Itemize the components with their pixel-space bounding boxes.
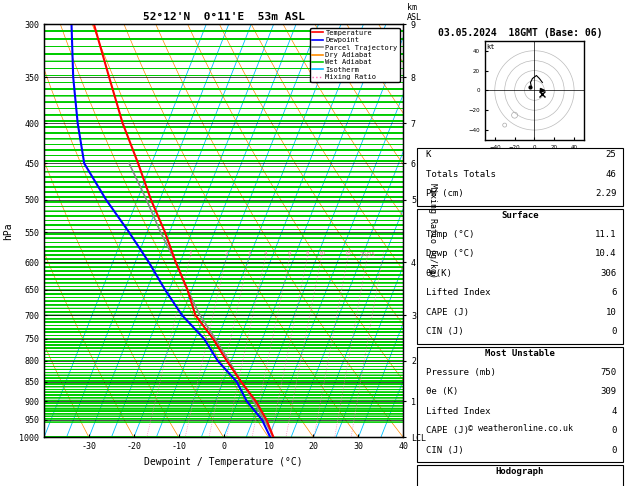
Text: 750: 750 <box>601 368 616 377</box>
Text: 8: 8 <box>306 251 309 256</box>
Text: 25: 25 <box>606 150 616 159</box>
Text: CAPE (J): CAPE (J) <box>426 308 469 317</box>
Title: 52°12'N  0°11'E  53m ASL: 52°12'N 0°11'E 53m ASL <box>143 12 304 22</box>
Text: Most Unstable: Most Unstable <box>485 348 555 358</box>
Text: 10: 10 <box>606 308 616 317</box>
Text: 03.05.2024  18GMT (Base: 06): 03.05.2024 18GMT (Base: 06) <box>438 29 603 38</box>
Text: 15: 15 <box>345 251 352 256</box>
Text: 20/25: 20/25 <box>360 251 376 256</box>
Text: 309: 309 <box>601 387 616 397</box>
Text: km
ASL: km ASL <box>407 3 422 22</box>
Text: © weatheronline.co.uk: © weatheronline.co.uk <box>467 424 572 434</box>
Text: 6: 6 <box>611 288 616 297</box>
Text: Lifted Index: Lifted Index <box>426 288 490 297</box>
Text: θe (K): θe (K) <box>426 387 458 397</box>
Text: Lifted Index: Lifted Index <box>426 407 490 416</box>
Bar <box>418 465 623 486</box>
Text: CIN (J): CIN (J) <box>426 327 463 336</box>
Bar <box>418 148 623 206</box>
Text: Totals Totals: Totals Totals <box>426 170 496 179</box>
Bar <box>418 347 623 462</box>
Text: θe(K): θe(K) <box>426 269 452 278</box>
Text: 10.4: 10.4 <box>595 249 616 259</box>
Text: 306: 306 <box>601 269 616 278</box>
Legend: Temperature, Dewpoint, Parcel Trajectory, Dry Adiabat, Wet Adiabat, Isotherm, Mi: Temperature, Dewpoint, Parcel Trajectory… <box>310 28 400 82</box>
Text: 0: 0 <box>611 446 616 455</box>
Text: Hodograph: Hodograph <box>496 467 544 476</box>
Text: PW (cm): PW (cm) <box>426 189 463 198</box>
Text: 0: 0 <box>611 426 616 435</box>
Text: 11.1: 11.1 <box>595 230 616 239</box>
Text: 0: 0 <box>611 327 616 336</box>
Text: 1: 1 <box>189 251 192 256</box>
Text: CIN (J): CIN (J) <box>426 446 463 455</box>
Text: K: K <box>426 150 431 159</box>
Text: Temp (°C): Temp (°C) <box>426 230 474 239</box>
Text: kt: kt <box>486 44 494 50</box>
Text: 46: 46 <box>606 170 616 179</box>
Text: 3: 3 <box>247 251 251 256</box>
Text: Surface: Surface <box>501 210 539 220</box>
Y-axis label: hPa: hPa <box>4 222 14 240</box>
Y-axis label: Mixing Ratio (g/kg): Mixing Ratio (g/kg) <box>428 183 437 278</box>
Text: 2: 2 <box>225 251 228 256</box>
Text: CAPE (J): CAPE (J) <box>426 426 469 435</box>
Text: 6: 6 <box>288 251 291 256</box>
X-axis label: Dewpoint / Temperature (°C): Dewpoint / Temperature (°C) <box>144 457 303 467</box>
Text: Dewp (°C): Dewp (°C) <box>426 249 474 259</box>
Text: 4: 4 <box>611 407 616 416</box>
Text: Pressure (mb): Pressure (mb) <box>426 368 496 377</box>
Bar <box>418 208 623 344</box>
Text: 2.29: 2.29 <box>595 189 616 198</box>
Text: 4: 4 <box>264 251 267 256</box>
Text: 10: 10 <box>318 251 325 256</box>
